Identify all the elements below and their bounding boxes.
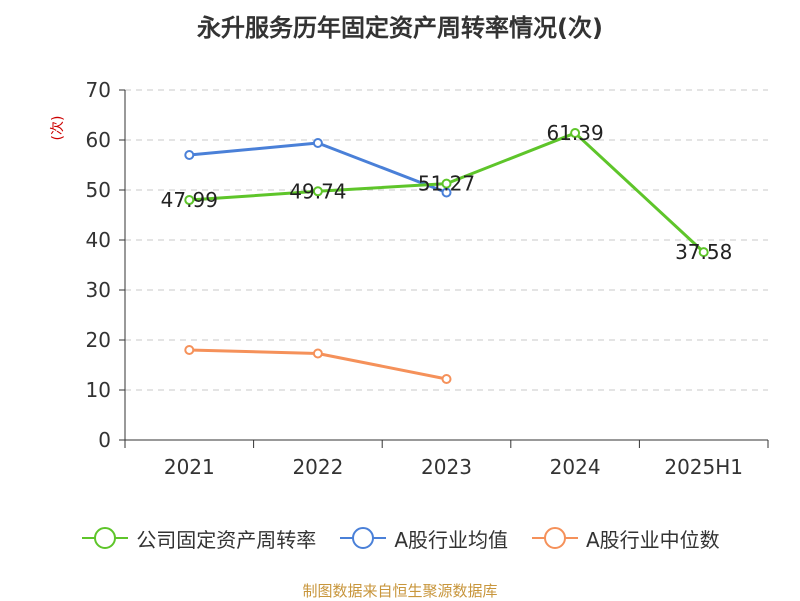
source-note: 制图数据来自恒生聚源数据库	[302, 582, 498, 600]
legend-item: A股行业中位数	[530, 523, 720, 553]
x-tick-label: 2023	[421, 455, 472, 479]
legend-marker-icon	[82, 527, 129, 549]
y-tick-label: 10	[86, 378, 111, 402]
data-point	[441, 374, 452, 384]
data-label: 51.27	[418, 172, 475, 196]
x-tick-label: 2022	[292, 455, 343, 479]
data-point	[184, 150, 195, 160]
y-tick-label: 40	[86, 228, 111, 252]
data-point	[698, 247, 709, 258]
data-label: 37.58	[675, 240, 732, 264]
legend-label: A股行业中位数	[586, 527, 720, 552]
data-label: 49.74	[289, 179, 346, 203]
data-point	[312, 138, 323, 148]
data-point	[184, 195, 195, 206]
y-tick-label: 20	[86, 328, 111, 352]
data-point	[441, 178, 452, 189]
legend-label: 公司固定资产周转率	[136, 527, 317, 552]
legend-item: 公司固定资产周转率	[80, 523, 316, 553]
y-tick-label: 0	[98, 428, 111, 452]
legend: 公司固定资产周转率 A股行业均值 A股行业中位数	[0, 518, 800, 558]
series-layer	[184, 128, 709, 384]
axis-layer: 0 10 20 30 40 50 60 70 2021 2022 2023 2024 2025H1	[86, 78, 769, 479]
data-point	[312, 348, 323, 359]
y-tick-label: 50	[86, 178, 111, 202]
data-label: 61.39	[546, 121, 603, 145]
data-point	[184, 345, 195, 355]
legend-marker-icon	[340, 527, 387, 549]
label-layer: 47.99 49.74 51.27 61.39 37.58	[161, 121, 733, 264]
grid-layer	[125, 89, 768, 391]
legend-label: A股行业均值	[394, 527, 508, 552]
data-label: 47.99	[161, 188, 218, 212]
y-tick-label: 70	[86, 78, 111, 102]
data-point	[570, 128, 581, 139]
legend-marker-icon	[532, 527, 578, 549]
legend-item: A股行业均值	[338, 523, 508, 553]
y-axis-label: (次)	[50, 116, 66, 141]
data-point	[312, 186, 323, 197]
x-tick-label: 2025H1	[664, 455, 743, 479]
y-tick-label: 60	[86, 128, 111, 152]
x-tick-label: 2024	[550, 455, 601, 479]
y-tick-label: 30	[86, 278, 111, 302]
chart-title: 永升服务历年固定资产周转率情况(次)	[197, 14, 603, 42]
x-tick-label: 2021	[164, 455, 215, 479]
